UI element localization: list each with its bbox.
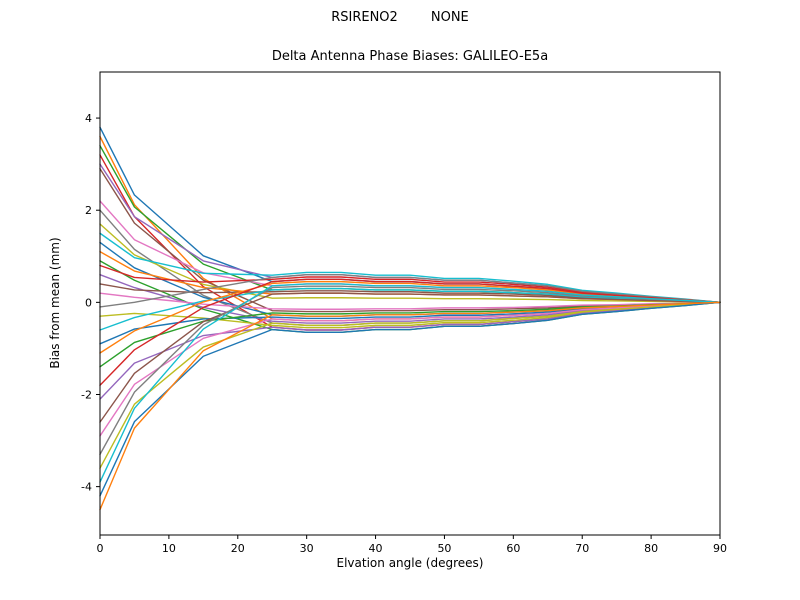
y-tick-label: 2 [85, 204, 92, 217]
series-line [99, 301, 721, 400]
series-line [99, 285, 721, 456]
series-line [99, 283, 721, 483]
x-tick-label: 80 [644, 542, 658, 555]
y-tick-label: 4 [85, 112, 92, 125]
x-tick-label: 90 [713, 542, 727, 555]
x-tick-label: 60 [506, 542, 520, 555]
x-tick-label: 50 [437, 542, 451, 555]
series-line [99, 301, 721, 511]
x-axis-label: Elvation angle (degrees) [336, 556, 484, 570]
series-line [99, 278, 721, 386]
y-tick-label: -4 [81, 481, 92, 494]
axes-frame [99, 71, 721, 536]
axes-title: Delta Antenna Phase Biases: GALILEO-E5a [271, 49, 549, 64]
figure-suptitle: RSIRENO2 NONE [331, 10, 469, 25]
x-tick-label: 20 [231, 542, 245, 555]
x-tick-label: 40 [369, 542, 383, 555]
series-line [99, 292, 721, 423]
series-line [99, 301, 721, 469]
series-line [99, 287, 721, 331]
x-tick-label: 30 [300, 542, 314, 555]
series-line [99, 232, 721, 304]
x-tick-label: 0 [97, 542, 104, 555]
series-line [99, 223, 721, 304]
series-line [99, 274, 721, 308]
series-line [99, 301, 721, 497]
series-line [99, 301, 721, 437]
y-tick-label: 0 [85, 296, 92, 309]
y-axis-label: Bias from mean (mm) [48, 237, 62, 369]
series-line [99, 292, 721, 310]
x-tick-label: 70 [575, 542, 589, 555]
y-tick-label: -2 [81, 388, 92, 401]
x-tick-label: 10 [162, 542, 176, 555]
